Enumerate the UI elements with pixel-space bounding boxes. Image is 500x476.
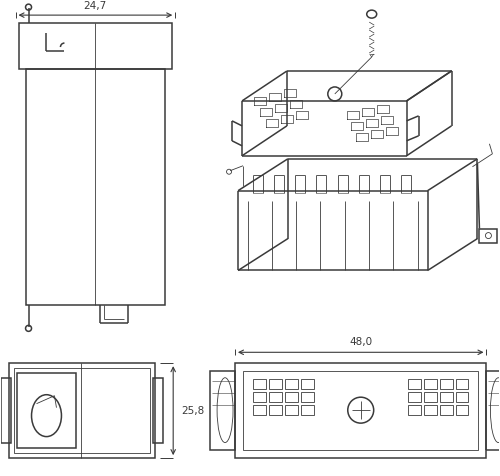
Bar: [456, 405, 468, 415]
Bar: [285, 405, 298, 415]
Bar: [424, 379, 436, 389]
Bar: [8, 363, 155, 458]
Bar: [440, 379, 452, 389]
Bar: [285, 392, 298, 402]
Bar: [26, 69, 165, 306]
Bar: [16, 373, 76, 448]
Text: 24,7: 24,7: [84, 1, 107, 11]
Bar: [285, 379, 298, 389]
Bar: [210, 371, 235, 450]
Bar: [486, 371, 500, 450]
Bar: [269, 392, 282, 402]
Bar: [269, 379, 282, 389]
Bar: [408, 392, 420, 402]
Bar: [480, 228, 498, 243]
Bar: [253, 392, 266, 402]
Bar: [456, 392, 468, 402]
Bar: [301, 392, 314, 402]
Bar: [408, 379, 420, 389]
Bar: [408, 405, 420, 415]
Bar: [0, 378, 10, 443]
Bar: [18, 23, 172, 69]
Bar: [243, 371, 478, 450]
Bar: [301, 405, 314, 415]
Bar: [424, 405, 436, 415]
Bar: [269, 405, 282, 415]
Bar: [153, 378, 163, 443]
Bar: [253, 405, 266, 415]
Bar: [301, 379, 314, 389]
Bar: [253, 379, 266, 389]
Text: 25,8: 25,8: [182, 406, 205, 416]
Bar: [235, 363, 486, 458]
Bar: [14, 368, 150, 453]
Bar: [456, 379, 468, 389]
Bar: [440, 392, 452, 402]
Bar: [440, 405, 452, 415]
Text: 48,0: 48,0: [349, 337, 372, 347]
Bar: [424, 392, 436, 402]
